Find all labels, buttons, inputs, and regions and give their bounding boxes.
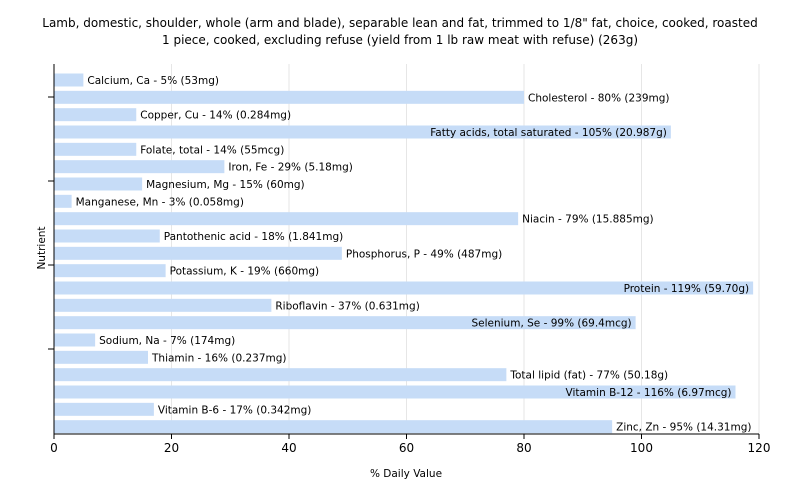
- axes: 0 20 40 60 80 100 120: [48, 64, 770, 455]
- bar: [54, 333, 96, 347]
- bar: [54, 281, 754, 295]
- bar-label: Fatty acids, total saturated - 105% (20.…: [430, 127, 667, 139]
- bar-label: Pantothenic acid - 18% (1.841mg): [164, 231, 343, 243]
- bar: [54, 73, 84, 87]
- x-tick-label: 120: [748, 441, 771, 455]
- bar-label: Niacin - 79% (15.885mg): [522, 214, 654, 226]
- bar-label: Vitamin B-6 - 17% (0.342mg): [158, 404, 312, 416]
- bar-label: Vitamin B-12 - 116% (6.97mcg): [566, 387, 732, 399]
- bar: [54, 402, 154, 416]
- bar: [54, 108, 137, 122]
- bar-label: Protein - 119% (59.70g): [624, 283, 750, 295]
- bar: [54, 125, 671, 139]
- bar-label: Zinc, Zn - 95% (14.31mg): [616, 422, 751, 434]
- x-tick-label: 40: [281, 441, 296, 455]
- bar-label: Magnesium, Mg - 15% (60mg): [146, 179, 305, 191]
- bar: [54, 229, 160, 243]
- y-axis-label: Nutrient: [36, 226, 48, 269]
- chart-subtitle: 1 piece, cooked, excluding refuse (yield…: [162, 33, 638, 47]
- bar-label: Selenium, Se - 99% (69.4mcg): [471, 318, 631, 330]
- x-tick-label: 20: [164, 441, 179, 455]
- bar: [54, 264, 166, 278]
- bar-label: Potassium, K - 19% (660mg): [170, 266, 320, 278]
- x-tick-label: 60: [399, 441, 414, 455]
- bar: [54, 142, 137, 156]
- bar-label: Manganese, Mn - 3% (0.058mg): [76, 196, 244, 208]
- bar: [54, 350, 148, 364]
- bar-label: Riboflavin - 37% (0.631mg): [275, 300, 419, 312]
- bar: [54, 420, 613, 434]
- bar-label: Copper, Cu - 14% (0.284mg): [140, 110, 291, 122]
- bar: [54, 212, 519, 226]
- bar-label: Folate, total - 14% (55mcg): [140, 144, 284, 156]
- bar: [54, 246, 342, 260]
- x-tick-label: 0: [50, 441, 58, 455]
- bar: [54, 368, 507, 382]
- bar: [54, 385, 736, 399]
- bar-label: Cholesterol - 80% (239mg): [528, 92, 670, 104]
- bar: [54, 177, 143, 191]
- bar-label: Sodium, Na - 7% (174mg): [99, 335, 235, 347]
- bar-label: Total lipid (fat) - 77% (50.18g): [509, 370, 668, 382]
- x-tick-label: 80: [516, 441, 531, 455]
- bar: [54, 160, 225, 174]
- bar: [54, 316, 636, 330]
- bar-label: Phosphorus, P - 49% (487mg): [346, 248, 502, 260]
- bar: [54, 90, 524, 104]
- x-axis-label: % Daily Value: [370, 468, 442, 480]
- bar-label: Iron, Fe - 29% (5.18mg): [228, 162, 352, 174]
- bar: [54, 298, 272, 312]
- bars: Calcium, Ca - 5% (53mg) Cholesterol - 80%…: [54, 73, 754, 434]
- x-tick-label: 100: [630, 441, 653, 455]
- bar-label: Thiamin - 16% (0.237mg): [151, 352, 287, 364]
- chart-title: Lamb, domestic, shoulder, whole (arm and…: [42, 16, 757, 30]
- bar: [54, 194, 72, 208]
- bar-label: Calcium, Ca - 5% (53mg): [87, 75, 219, 87]
